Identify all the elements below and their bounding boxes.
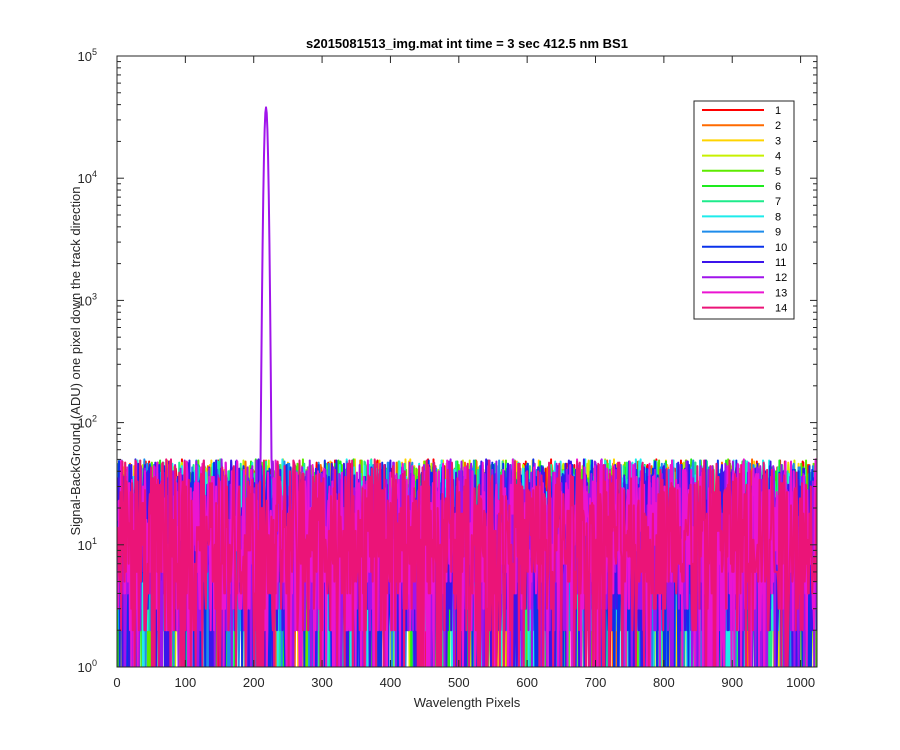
plot-frame — [116, 55, 818, 668]
legend-label-9: 9 — [775, 227, 781, 239]
x-tick-label: 400 — [380, 675, 402, 690]
x-tick-label: 0 — [113, 675, 120, 690]
legend-label-1: 1 — [775, 105, 781, 117]
series-line-14 — [117, 458, 817, 667]
legend-label-7: 7 — [775, 196, 781, 208]
y-tick-label: 101 — [78, 536, 97, 553]
legend-label-3: 3 — [775, 135, 781, 147]
x-axis-label: Wavelength Pixels — [414, 695, 521, 710]
legend-label-2: 2 — [775, 120, 781, 132]
legend-label-12: 12 — [775, 272, 787, 284]
legend-label-14: 14 — [775, 303, 787, 315]
chart-title: s2015081513_img.mat int time = 3 sec 412… — [306, 36, 628, 51]
x-tick-label: 800 — [653, 675, 675, 690]
legend-label-5: 5 — [775, 166, 781, 178]
y-tick-label: 105 — [78, 47, 97, 64]
x-tick-label: 100 — [175, 675, 197, 690]
legend-label-4: 4 — [775, 151, 781, 163]
y-tick-label: 104 — [78, 169, 97, 186]
x-tick-label: 600 — [516, 675, 538, 690]
x-tick-label: 200 — [243, 675, 265, 690]
x-tick-label: 900 — [721, 675, 743, 690]
legend-label-6: 6 — [775, 181, 781, 193]
x-tick-label: 500 — [448, 675, 470, 690]
y-tick-label: 103 — [78, 291, 97, 308]
y-tick-label: 102 — [78, 414, 97, 431]
x-tick-label: 1000 — [786, 675, 815, 690]
x-axis-ticks: 0 100 200 300 400 500 600 700 800 900 1000 — [113, 56, 815, 690]
y-axis-label: Signal-BackGround (ADU) one pixel down t… — [68, 186, 83, 535]
legend-label-8: 8 — [775, 211, 781, 223]
legend-label-10: 10 — [775, 242, 787, 254]
data-lines — [117, 106, 817, 667]
legend-label-11: 11 — [775, 257, 786, 269]
x-tick-label: 700 — [585, 675, 607, 690]
legend-box — [693, 100, 795, 320]
x-tick-label: 300 — [311, 675, 333, 690]
legend-label-13: 13 — [775, 287, 787, 299]
y-tick-label: 100 — [78, 658, 97, 675]
